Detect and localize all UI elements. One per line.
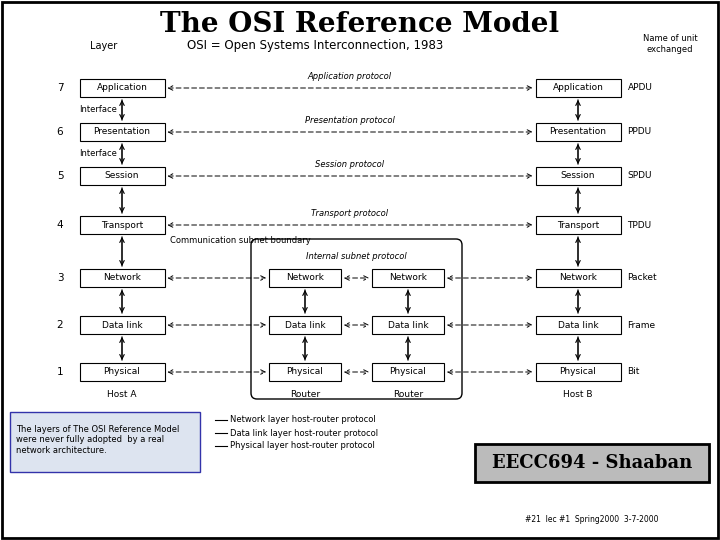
Text: The OSI Reference Model: The OSI Reference Model [161,11,559,38]
Text: Internal subnet protocol: Internal subnet protocol [306,252,407,261]
Text: SPDU: SPDU [628,172,652,180]
Text: #21  lec #1  Spring2000  3-7-2000: #21 lec #1 Spring2000 3-7-2000 [526,516,659,524]
Text: Frame: Frame [628,321,656,329]
Bar [79,123,164,141]
Text: Bit: Bit [628,368,640,376]
Text: 2: 2 [57,320,63,330]
Text: Data link: Data link [387,321,428,329]
Bar [79,216,164,234]
Text: Physical: Physical [104,368,140,376]
Text: Network: Network [559,273,597,282]
Text: Router: Router [290,390,320,399]
Bar [269,269,341,287]
Text: Application: Application [96,84,148,92]
Text: Transport: Transport [557,220,599,230]
Text: OSI = Open Systems Interconnection, 1983: OSI = Open Systems Interconnection, 1983 [187,39,443,52]
Text: Host B: Host B [563,390,593,399]
Text: Layer: Layer [90,41,117,51]
Text: 7: 7 [57,83,63,93]
Bar [536,316,621,334]
Bar [79,79,164,97]
Text: Data link: Data link [558,321,598,329]
Text: 5: 5 [57,171,63,181]
Text: PPDU: PPDU [628,127,652,137]
Text: Network: Network [389,273,427,282]
Text: Presentation protocol: Presentation protocol [305,116,395,125]
Bar [372,316,444,334]
Text: Physical: Physical [559,368,596,376]
Bar [536,269,621,287]
Text: Packet: Packet [628,273,657,282]
Text: Router: Router [393,390,423,399]
Text: Data link: Data link [284,321,325,329]
Text: Session: Session [104,172,139,180]
Text: Interface: Interface [79,105,117,114]
Text: Physical layer host-router protocol: Physical layer host-router protocol [230,442,375,450]
Text: Transport: Transport [101,220,143,230]
Text: Communication subnet boundary: Communication subnet boundary [169,236,310,245]
Text: Presentation: Presentation [549,127,606,137]
Text: 1: 1 [57,367,63,377]
Text: Network: Network [103,273,141,282]
Bar [269,316,341,334]
Bar [269,363,341,381]
Text: Data link layer host-router protocol: Data link layer host-router protocol [230,429,378,437]
Bar [536,167,621,185]
Text: Network layer host-router protocol: Network layer host-router protocol [230,415,376,424]
Text: Session: Session [561,172,595,180]
Bar [79,269,164,287]
Text: Network: Network [286,273,324,282]
Text: Session protocol: Session protocol [315,160,384,169]
Text: EECC694 - Shaaban: EECC694 - Shaaban [492,454,692,472]
Bar [536,79,621,97]
Text: APDU: APDU [628,84,652,92]
Text: Physical: Physical [287,368,323,376]
Text: 4: 4 [57,220,63,230]
Text: Application: Application [552,84,603,92]
Text: Physical: Physical [390,368,426,376]
Bar [79,316,164,334]
Text: Presentation: Presentation [94,127,150,137]
Text: Transport protocol: Transport protocol [312,209,389,218]
Text: The layers of The OSI Reference Model
were never fully adopted  by a real
networ: The layers of The OSI Reference Model we… [16,425,179,455]
Bar [79,167,164,185]
FancyBboxPatch shape [10,412,200,472]
Bar [79,363,164,381]
Text: Host A: Host A [107,390,137,399]
Bar [536,123,621,141]
Text: TPDU: TPDU [628,220,652,230]
Text: Interface: Interface [79,150,117,159]
Bar [372,363,444,381]
Text: 6: 6 [57,127,63,137]
Text: 3: 3 [57,273,63,283]
Bar [372,269,444,287]
FancyBboxPatch shape [475,444,709,482]
Text: Data link: Data link [102,321,143,329]
Text: Application protocol: Application protocol [308,72,392,81]
Bar [536,216,621,234]
Bar [536,363,621,381]
Text: Name of unit
exchanged: Name of unit exchanged [643,35,697,53]
